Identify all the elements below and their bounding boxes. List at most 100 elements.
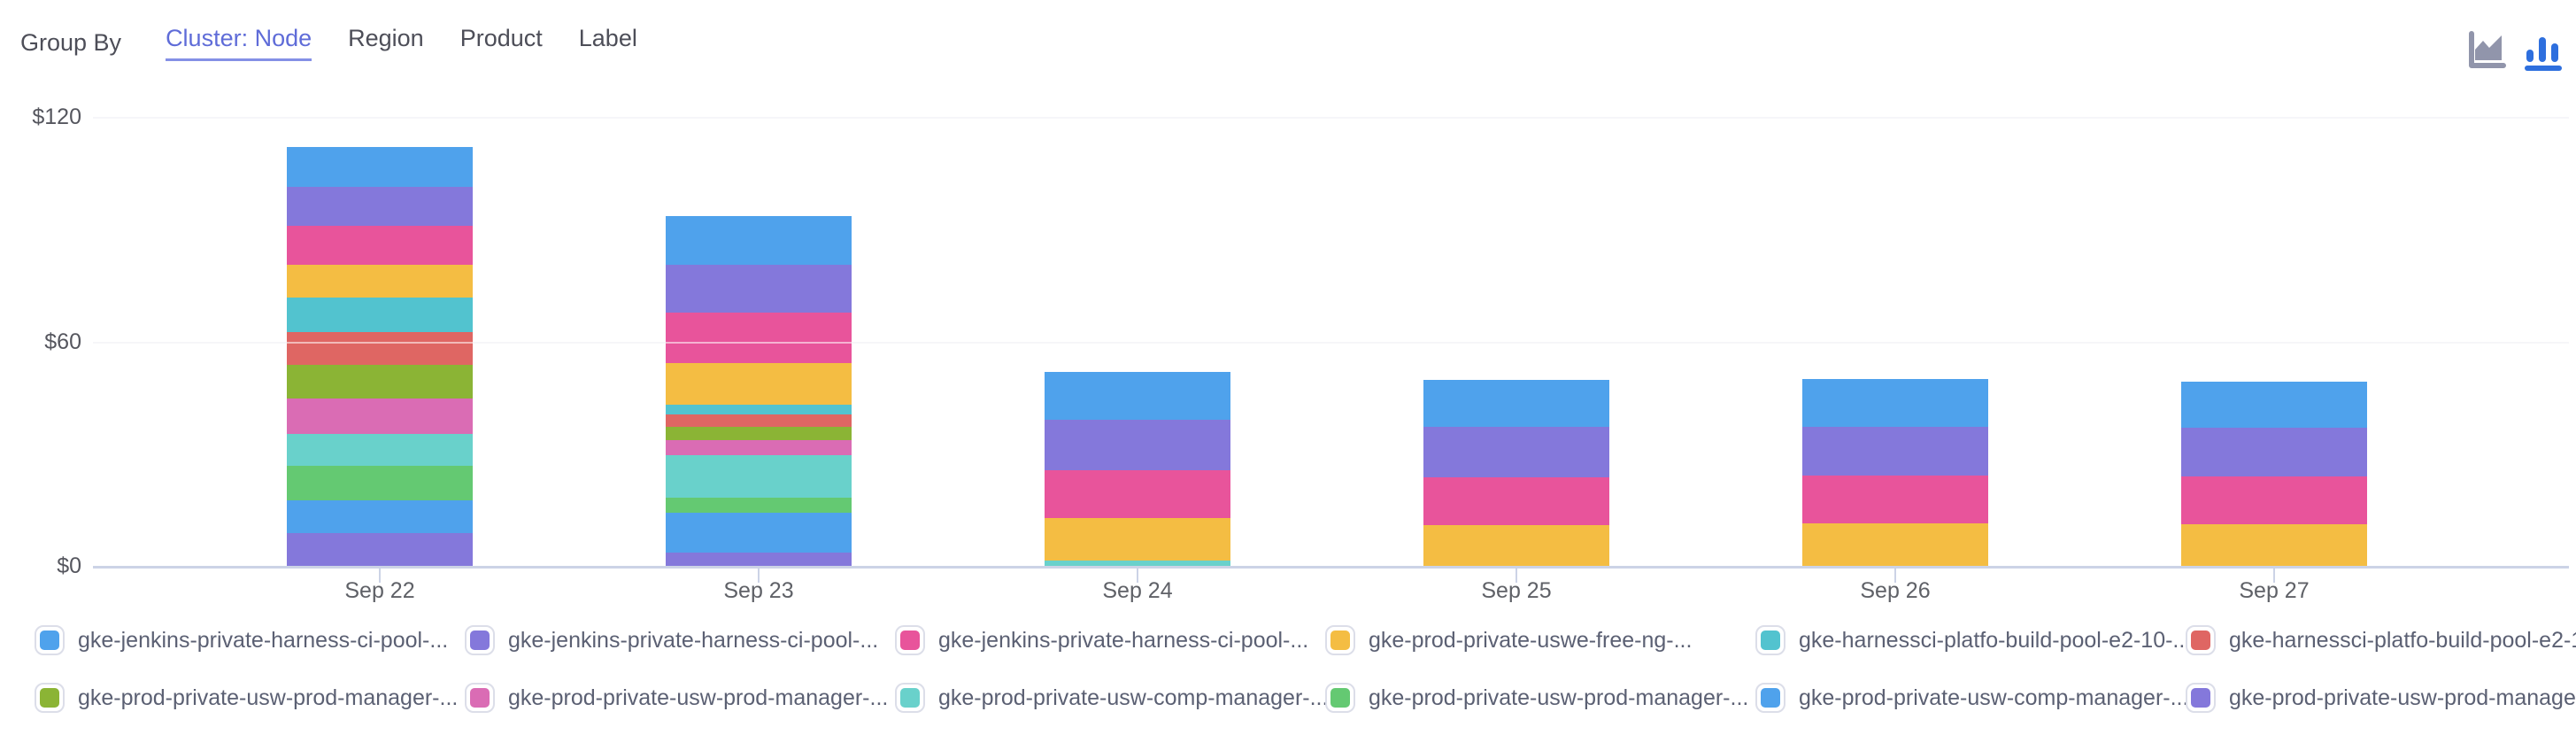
legend-item[interactable]: gke-prod-private-usw-prod-manager-... bbox=[1325, 682, 1755, 714]
bar-segment[interactable] bbox=[1802, 523, 1988, 567]
bar-segment[interactable] bbox=[287, 532, 473, 567]
x-axis-label: Sep 27 bbox=[2239, 578, 2310, 603]
legend-item[interactable]: gke-prod-private-usw-prod-manager-... bbox=[35, 682, 465, 714]
legend-swatch bbox=[895, 625, 925, 655]
y-axis-label: $60 bbox=[44, 329, 81, 354]
group-by-toolbar: Group By Cluster: Node Region Product La… bbox=[0, 0, 2576, 85]
legend-swatch bbox=[1755, 625, 1785, 655]
legend-item[interactable]: gke-prod-private-usw-prod-manager-... bbox=[465, 682, 895, 714]
bar-segment[interactable] bbox=[287, 331, 473, 365]
tab-product[interactable]: Product bbox=[459, 24, 543, 51]
bar-chart-icon[interactable] bbox=[2523, 30, 2564, 71]
bar-segment[interactable] bbox=[287, 364, 473, 398]
bar-segment[interactable] bbox=[666, 439, 852, 455]
bar-segment[interactable] bbox=[1045, 372, 1230, 421]
gridline-overlay bbox=[93, 117, 2569, 119]
legend-swatch-color bbox=[1330, 688, 1350, 708]
bar-segment[interactable] bbox=[666, 512, 852, 553]
bar-segment[interactable] bbox=[666, 552, 852, 567]
bar-segment[interactable] bbox=[287, 186, 473, 226]
bar-segment[interactable] bbox=[2181, 428, 2367, 477]
y-axis-label: $120 bbox=[32, 104, 81, 129]
bar-segment[interactable] bbox=[287, 499, 473, 533]
group-by-tabs: Cluster: Node Region Product Label bbox=[166, 25, 637, 61]
bar-segment[interactable] bbox=[1423, 477, 1609, 526]
x-axis-line bbox=[93, 566, 2569, 569]
x-axis-label: Sep 24 bbox=[1102, 578, 1173, 603]
legend-swatch bbox=[465, 625, 495, 655]
legend-item[interactable]: gke-harnessci-platfo-build-pool-e2-10-..… bbox=[2186, 624, 2576, 656]
legend-swatch-color bbox=[40, 631, 59, 650]
bar-segment[interactable] bbox=[287, 225, 473, 265]
bar-segment[interactable] bbox=[2181, 381, 2367, 429]
bar-segment[interactable] bbox=[287, 264, 473, 298]
bar-segment[interactable] bbox=[666, 414, 852, 427]
legend-swatch bbox=[465, 683, 495, 713]
legend-label: gke-jenkins-private-harness-ci-pool-... bbox=[938, 627, 1309, 653]
bar-segment[interactable] bbox=[1423, 426, 1609, 478]
legend-label: gke-prod-private-usw-prod-manager-... bbox=[1369, 685, 1749, 710]
bar-segment[interactable] bbox=[1045, 420, 1230, 470]
bar-segment[interactable] bbox=[1423, 525, 1609, 567]
tab-region[interactable]: Region bbox=[348, 24, 424, 51]
bar-segment[interactable] bbox=[666, 215, 852, 265]
bar-segment[interactable] bbox=[1045, 517, 1230, 561]
area-chart-icon[interactable] bbox=[2466, 30, 2507, 71]
y-axis-label: $0 bbox=[57, 553, 81, 578]
bar-segment[interactable] bbox=[666, 404, 852, 415]
bar-segment[interactable] bbox=[666, 426, 852, 440]
legend-swatch-color bbox=[1761, 631, 1780, 650]
x-axis-label: Sep 22 bbox=[344, 578, 415, 603]
legend-swatch bbox=[35, 683, 65, 713]
legend-swatch-color bbox=[1761, 688, 1780, 708]
group-by-label: Group By bbox=[20, 28, 122, 56]
bar-segment[interactable] bbox=[666, 264, 852, 313]
legend-item[interactable]: gke-harnessci-platfo-build-pool-e2-10-..… bbox=[1755, 624, 2186, 656]
legend-item[interactable]: gke-prod-private-usw-prod-manager-... bbox=[2186, 682, 2576, 714]
bar-segment[interactable] bbox=[2181, 524, 2367, 567]
legend-swatch-color bbox=[2191, 688, 2210, 708]
legend-swatch bbox=[1755, 683, 1785, 713]
legend-swatch-color bbox=[900, 688, 920, 708]
bar-segment[interactable] bbox=[1045, 560, 1230, 567]
legend-swatch-color bbox=[470, 631, 490, 650]
legend-item[interactable]: gke-prod-private-uswe-free-ng-... bbox=[1325, 624, 1755, 656]
bar-segment[interactable] bbox=[1045, 469, 1230, 518]
bar-segment[interactable] bbox=[666, 362, 852, 405]
bar-segment[interactable] bbox=[1423, 379, 1609, 427]
legend-swatch bbox=[2186, 683, 2216, 713]
legend-label: gke-jenkins-private-harness-ci-pool-... bbox=[508, 627, 879, 653]
legend-label: gke-prod-private-usw-prod-manager-... bbox=[508, 685, 889, 710]
bar-segment[interactable] bbox=[666, 497, 852, 513]
legend-item[interactable]: gke-jenkins-private-harness-ci-pool-... bbox=[35, 624, 465, 656]
tab-label[interactable]: Label bbox=[578, 24, 637, 51]
bar-segment[interactable] bbox=[287, 465, 473, 500]
legend-swatch bbox=[1325, 625, 1355, 655]
legend-item[interactable]: gke-prod-private-usw-comp-manager-... bbox=[1755, 682, 2186, 714]
legend-label: gke-prod-private-usw-comp-manager-... bbox=[1799, 685, 2186, 710]
legend-label: gke-harnessci-platfo-build-pool-e2-10-..… bbox=[1799, 627, 2186, 653]
bar-segment[interactable] bbox=[287, 146, 473, 187]
chart-legend: gke-jenkins-private-harness-ci-pool-... g… bbox=[35, 624, 2576, 714]
gridline-overlay bbox=[93, 341, 2569, 344]
x-axis-label: Sep 23 bbox=[723, 578, 794, 603]
legend-item[interactable]: gke-prod-private-usw-comp-manager-... bbox=[895, 682, 1325, 714]
chart-type-toggle bbox=[2466, 30, 2564, 71]
legend-swatch bbox=[895, 683, 925, 713]
legend-label: gke-prod-private-usw-prod-manager-... bbox=[2229, 685, 2576, 710]
legend-item[interactable]: gke-jenkins-private-harness-ci-pool-... bbox=[895, 624, 1325, 656]
legend-item[interactable]: gke-jenkins-private-harness-ci-pool-... bbox=[465, 624, 895, 656]
bar-segment[interactable] bbox=[666, 454, 852, 498]
tab-cluster-node[interactable]: Cluster: Node bbox=[166, 25, 312, 61]
bar-segment[interactable] bbox=[666, 312, 852, 363]
bar-segment[interactable] bbox=[1802, 426, 1988, 476]
bar-segment[interactable] bbox=[287, 297, 473, 332]
bar-segment[interactable] bbox=[287, 434, 473, 466]
bar-segment[interactable] bbox=[1802, 476, 1988, 524]
bar-segment[interactable] bbox=[1802, 379, 1988, 427]
bar-segment[interactable] bbox=[2181, 476, 2367, 525]
x-axis-tick bbox=[1137, 568, 1138, 583]
legend-swatch bbox=[1325, 683, 1355, 713]
bar-segment[interactable] bbox=[287, 398, 473, 434]
